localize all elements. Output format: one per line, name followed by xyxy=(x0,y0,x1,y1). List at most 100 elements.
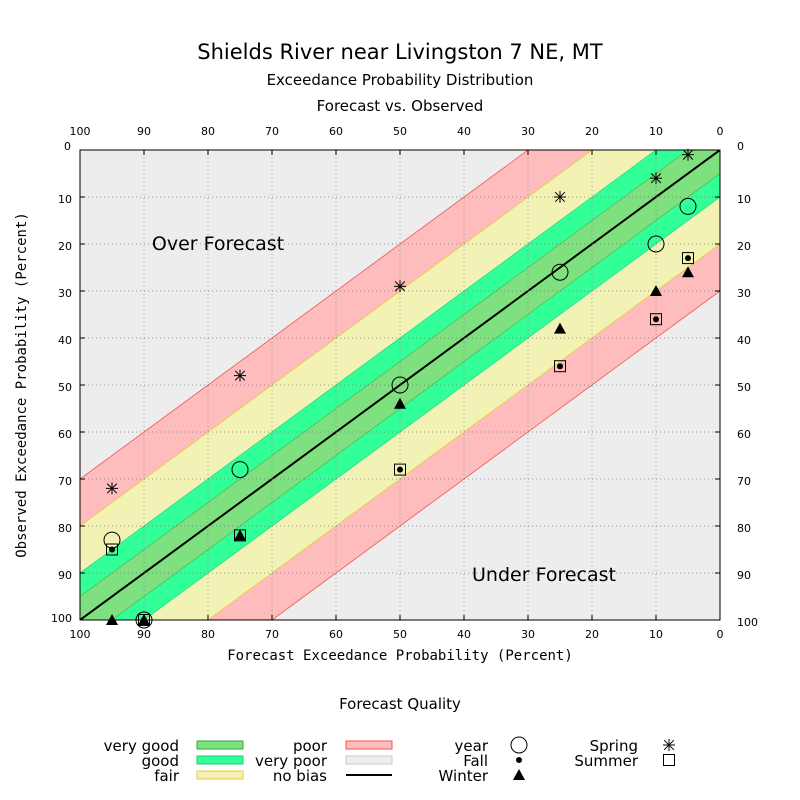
point-summer xyxy=(682,252,694,265)
point-summer xyxy=(650,313,662,326)
winter-marker-triangle xyxy=(650,285,662,296)
y-tick-label: 0 xyxy=(64,140,71,153)
x-tick-label: 30 xyxy=(521,628,535,641)
point-year xyxy=(647,235,665,253)
point-year xyxy=(391,376,409,394)
summer-marker-square xyxy=(554,360,566,373)
spring-stroke xyxy=(682,149,694,160)
under-forecast-label: Under Forecast xyxy=(472,564,616,586)
spring-stroke xyxy=(650,173,662,184)
point-winter xyxy=(554,322,566,334)
spring-stroke xyxy=(554,191,566,203)
fall-marker-dot xyxy=(516,757,522,763)
legend-marker-year xyxy=(510,736,528,754)
point-spring xyxy=(394,280,406,293)
fall-marker-dot xyxy=(397,466,403,473)
point-summer xyxy=(106,543,118,556)
y-tick-label-right: 90 xyxy=(737,569,751,582)
spring-stroke xyxy=(663,739,675,751)
point-summer xyxy=(394,463,406,476)
x-tick-label: 60 xyxy=(329,628,343,641)
legend-label-no-bias: no bias xyxy=(273,767,327,785)
x-axis-label: Forecast Exceedance Probability (Percent… xyxy=(227,648,573,664)
y-tick-label-right: 80 xyxy=(737,522,751,535)
fall-marker-dot xyxy=(557,363,563,370)
winter-marker-triangle xyxy=(554,322,566,334)
winter-marker-triangle xyxy=(682,266,694,278)
year-marker-ring xyxy=(135,611,153,629)
legend-swatch-good xyxy=(196,755,244,765)
summer-marker-square xyxy=(650,313,662,326)
y-tick-label-right: 100 xyxy=(737,616,758,629)
chart-title: Shields River near Livingston 7 NE, MT xyxy=(197,40,603,64)
legend-label-fall: Fall xyxy=(463,752,488,770)
winter-marker-triangle xyxy=(513,769,525,780)
x-tick-label: 100 xyxy=(70,628,91,641)
x-tick-label: 10 xyxy=(649,628,663,641)
year-marker-ring xyxy=(231,461,249,479)
x-tick-label: 90 xyxy=(137,628,151,641)
x-tick-label-top: 30 xyxy=(521,125,535,138)
x-tick-label: 70 xyxy=(265,628,279,641)
spring-stroke xyxy=(234,370,246,381)
legend-label-very-poor: very poor xyxy=(255,752,328,770)
y-tick-label-right: 20 xyxy=(737,240,751,253)
legend-swatch-fair xyxy=(196,770,244,780)
legend-marker-spring xyxy=(663,739,675,751)
x-tick-label-top: 50 xyxy=(393,125,407,138)
year-marker-ring xyxy=(679,197,697,215)
y-tick-label: 80 xyxy=(58,522,72,535)
winter-marker-triangle xyxy=(106,614,118,625)
point-spring xyxy=(650,172,662,185)
legend-label-very-good: very good xyxy=(104,737,179,755)
x-tick-label-top: 70 xyxy=(265,125,279,138)
y-axis-label: Observed Exceedance Probability (Percent… xyxy=(14,212,30,558)
year-marker-ring xyxy=(647,235,665,253)
y-tick-label: 30 xyxy=(58,287,72,300)
chart-subtitle-2: Forecast vs. Observed xyxy=(316,97,484,115)
point-winter xyxy=(234,529,246,541)
legend-marker-fall xyxy=(516,757,522,763)
legend-label-good: good xyxy=(142,752,179,770)
legend-marker-winter xyxy=(513,769,525,780)
fall-marker-dot xyxy=(109,546,115,553)
x-tick-label-top: 40 xyxy=(457,125,471,138)
summer-marker-square xyxy=(682,252,694,265)
point-winter xyxy=(394,397,406,409)
summer-marker-square xyxy=(106,543,118,556)
point-spring xyxy=(682,148,694,161)
point-spring xyxy=(554,191,566,203)
legend-swatch-very-good xyxy=(196,740,244,750)
legend-marker-summer xyxy=(663,754,675,766)
x-tick-label-top: 80 xyxy=(201,125,215,138)
point-year xyxy=(135,611,153,629)
y-tick-label: 10 xyxy=(58,193,72,206)
x-tick-label-top: 20 xyxy=(585,125,599,138)
x-tick-label: 80 xyxy=(201,628,215,641)
y-tick-label-right: 50 xyxy=(737,381,751,394)
winter-marker-triangle xyxy=(138,614,150,625)
year-marker-ring xyxy=(551,263,569,281)
point-year xyxy=(679,197,697,215)
point-fall xyxy=(557,363,563,370)
y-tick-label: 70 xyxy=(58,475,72,488)
fall-marker-dot xyxy=(653,316,659,323)
winter-marker-triangle xyxy=(394,397,406,409)
point-fall xyxy=(397,466,403,473)
x-tick-label: 50 xyxy=(393,628,407,641)
legend-label-fair: fair xyxy=(154,767,180,785)
chart-subtitle: Exceedance Probability Distribution xyxy=(266,71,534,89)
y-tick-label-right: 0 xyxy=(737,140,744,153)
legend-label-summer: Summer xyxy=(574,752,638,770)
x-tick-label-top: 90 xyxy=(137,125,151,138)
x-tick-label-top: 60 xyxy=(329,125,343,138)
point-spring xyxy=(106,482,118,495)
point-winter xyxy=(650,285,662,296)
point-fall xyxy=(653,316,659,323)
x-tick-label-top: 10 xyxy=(649,125,663,138)
y-tick-label: 40 xyxy=(58,334,72,347)
legend-label-year: year xyxy=(455,737,489,755)
y-tick-label: 90 xyxy=(58,569,72,582)
y-tick-label-right: 10 xyxy=(737,193,751,206)
